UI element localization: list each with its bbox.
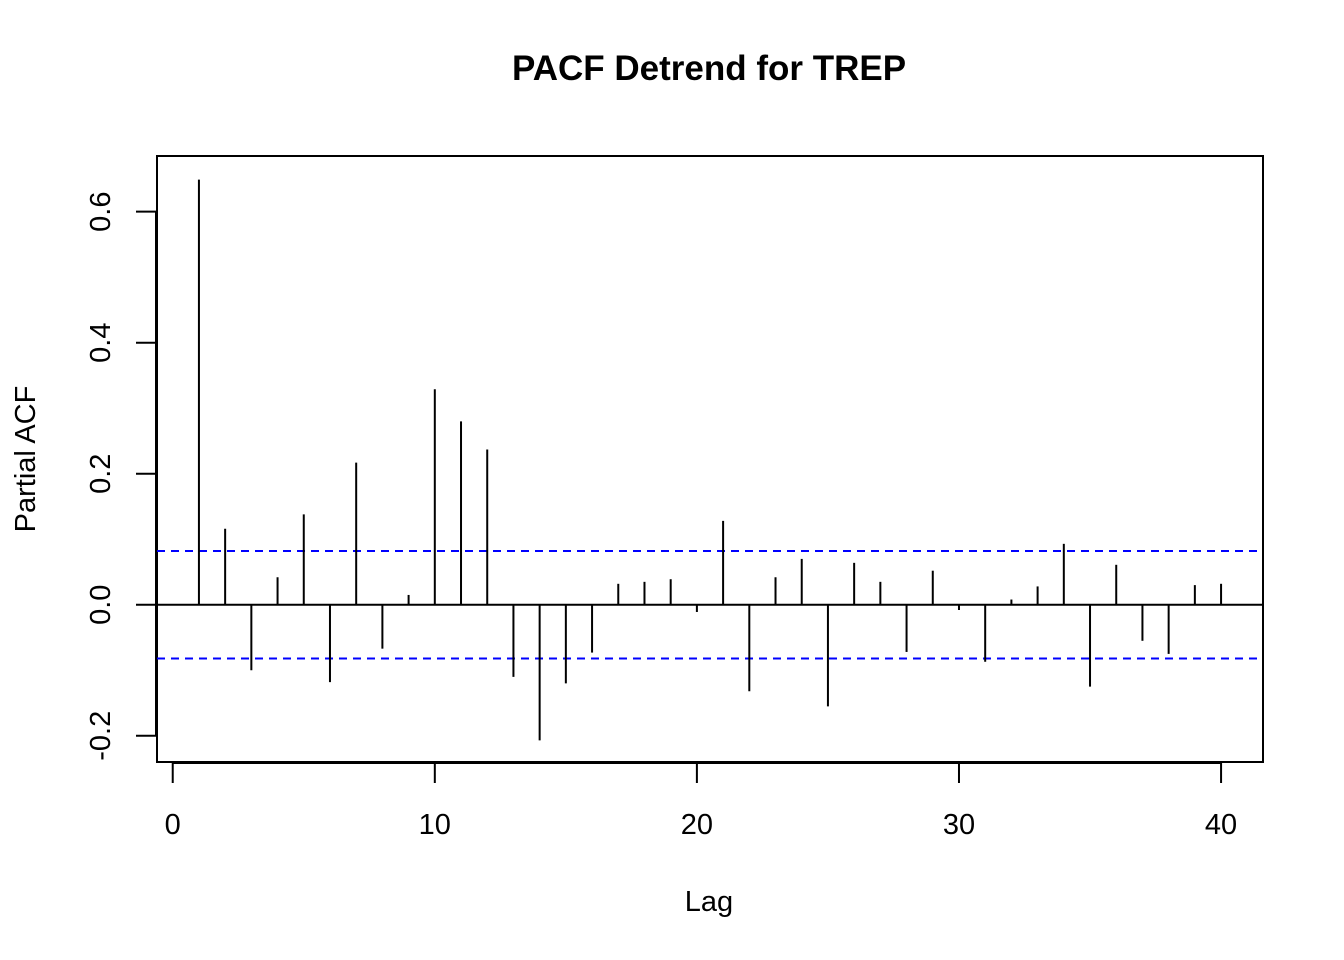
x-tick-label: 0: [165, 809, 181, 841]
y-axis-label: Partial ACF: [10, 386, 42, 533]
y-tick-label: 0.6: [85, 192, 117, 232]
y-tick-label: -0.2: [85, 711, 117, 761]
y-tick-label: 0.4: [85, 323, 117, 363]
x-tick-label: 30: [943, 809, 975, 841]
chart-title: PACF Detrend for TREP: [512, 49, 906, 88]
y-axis: -0.2 0.0 0.2 0.4 0.6: [85, 192, 157, 761]
x-tick-label: 20: [681, 809, 713, 841]
x-tick-label: 10: [419, 809, 451, 841]
confidence-bounds: [157, 550, 1263, 660]
y-tick-label: 0.2: [85, 454, 117, 494]
x-axis-label: Lag: [685, 886, 733, 918]
plot-frame: [156, 155, 1264, 763]
x-axis: 0 10 20 30 40: [165, 762, 1237, 841]
y-tick-label: 0.0: [85, 585, 117, 625]
pacf-spikes: [197, 179, 1223, 741]
x-tick-label: 40: [1205, 809, 1237, 841]
